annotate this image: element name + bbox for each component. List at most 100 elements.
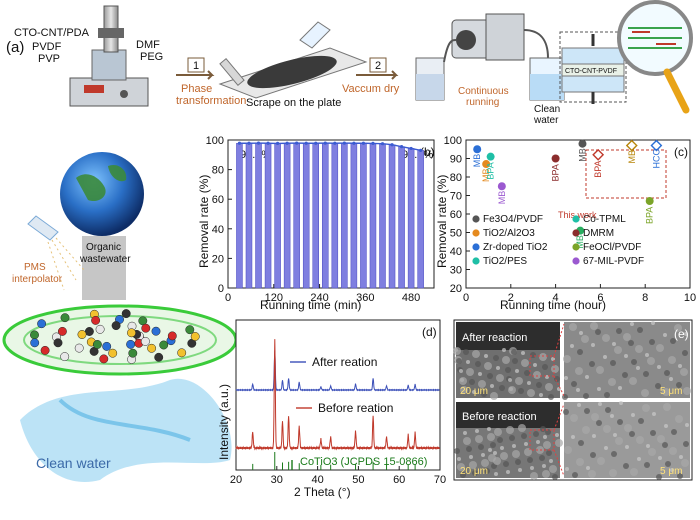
- sem-grain: [647, 357, 655, 365]
- chart-b-bar: [360, 143, 367, 289]
- series-before-label: Before reation: [318, 401, 393, 415]
- chart-c-point: [578, 139, 587, 148]
- scale-after-right: 5 μm: [660, 386, 682, 397]
- sem-grain: [679, 455, 683, 459]
- sem-grain: [466, 360, 470, 364]
- chart-c-panel-label: (c): [674, 145, 688, 159]
- sem-grain: [630, 322, 634, 326]
- membrane-label-dmf: DMF: [136, 39, 160, 51]
- sem-grain: [472, 470, 478, 476]
- sem-grain: [605, 407, 611, 413]
- step2-box: [369, 57, 387, 73]
- sem-before-title: Before reaction: [462, 411, 537, 423]
- catalyst-ball: [141, 323, 151, 333]
- sem-grain: [463, 437, 471, 445]
- sem-grain: [589, 361, 595, 367]
- sem-grain: [665, 461, 671, 467]
- organics-label: Organics: [416, 104, 453, 114]
- sem-grain: [624, 354, 628, 358]
- sem-grain: [484, 468, 490, 474]
- sem-grain: [576, 458, 584, 466]
- sem-grain: [496, 374, 504, 382]
- catalyst-ball: [111, 321, 121, 331]
- step1-number: 1: [193, 60, 199, 72]
- sem-grain: [481, 459, 489, 467]
- sem-grain: [554, 376, 560, 382]
- chart-b-bar: [293, 142, 300, 289]
- sem-grain: [575, 367, 583, 375]
- sem-grain: [472, 390, 476, 394]
- step2-number: 2: [375, 60, 381, 72]
- sem-grain: [457, 457, 461, 461]
- catalyst-ball: [108, 348, 118, 358]
- chart-c-legend-marker: [472, 229, 480, 237]
- chart-c-point-label: BPA: [593, 160, 603, 177]
- sem-grain: [629, 431, 635, 437]
- chart-b-point: [380, 142, 385, 146]
- sem-grain: [533, 371, 541, 379]
- sem-grain: [540, 426, 546, 432]
- this-work-label: This work: [558, 210, 597, 220]
- sem-grain: [521, 433, 527, 439]
- continuous-label-1: Continuous: [458, 86, 509, 97]
- sem-grain: [521, 351, 525, 355]
- catalyst-particles: [30, 309, 200, 364]
- sem-grain: [646, 444, 650, 448]
- chart-b-bar: [274, 143, 281, 289]
- sem-grain: [530, 472, 538, 480]
- sem-grain: [509, 435, 515, 441]
- catalyst-ball: [151, 326, 161, 336]
- sem-grain: [592, 434, 596, 438]
- chart-c-point-label: MB: [472, 154, 482, 168]
- chart-c-point: [473, 145, 482, 154]
- chart-b-xtick-label: 360: [356, 292, 374, 304]
- chart-c-point-label: HCO: [651, 149, 661, 169]
- scrape-plate-illustration: [218, 21, 368, 99]
- chart-b-ytick-label: 100: [206, 135, 224, 147]
- sem-grain: [678, 364, 682, 368]
- sem-grain: [656, 344, 664, 352]
- sem-grain: [611, 451, 617, 457]
- sem-grain: [512, 444, 516, 448]
- sem-grain: [571, 381, 577, 387]
- sem-grain: [469, 379, 475, 385]
- sem-grain: [539, 393, 543, 397]
- chart-c-point-label: MB: [627, 150, 637, 164]
- sem-grain: [530, 352, 536, 358]
- chart-c: (c) Running time (hour) Removal rate (%)…: [435, 135, 696, 312]
- chart-c-point: [650, 139, 663, 152]
- chart-b-bar: [407, 148, 415, 289]
- sem-grain: [638, 418, 644, 424]
- chart-b-bar: [255, 142, 262, 289]
- membrane-label-peg: PEG: [140, 51, 163, 63]
- chart-c-legend-label: DMRM: [583, 228, 614, 239]
- sem-grain: [505, 367, 511, 373]
- sem-grain: [493, 451, 497, 455]
- catalyst-ball: [37, 319, 47, 329]
- chart-d-lines: [235, 339, 441, 470]
- catalyst-ball: [147, 343, 157, 353]
- chart-c-ytick-label: 100: [444, 135, 462, 147]
- chart-c-ytick-label: 80: [450, 172, 462, 184]
- sem-grain: [615, 437, 623, 445]
- chart-b-line: [237, 141, 423, 152]
- chart-b-point: [390, 143, 394, 147]
- chart-b-point: [285, 141, 289, 145]
- organics-label-2: with PMS: [415, 113, 454, 123]
- sem-grain: [457, 463, 465, 471]
- sem-grain: [569, 323, 577, 331]
- this-work-box: [585, 149, 667, 199]
- chart-b-bar: [331, 143, 339, 289]
- sem-grain: [536, 440, 540, 444]
- sem-grain: [497, 437, 503, 443]
- sem-grain: [683, 387, 691, 395]
- sem-grain: [598, 402, 602, 406]
- chart-c-axes: 0 2 4 6 8 10 20 30 40 50 60 70 80 90 100: [444, 135, 696, 304]
- step2-arrow: [356, 70, 399, 80]
- chart-c-point-label: BPA: [486, 162, 496, 179]
- sem-grain: [481, 391, 487, 397]
- sem-grain: [500, 452, 508, 460]
- chart-b-point: [419, 148, 423, 152]
